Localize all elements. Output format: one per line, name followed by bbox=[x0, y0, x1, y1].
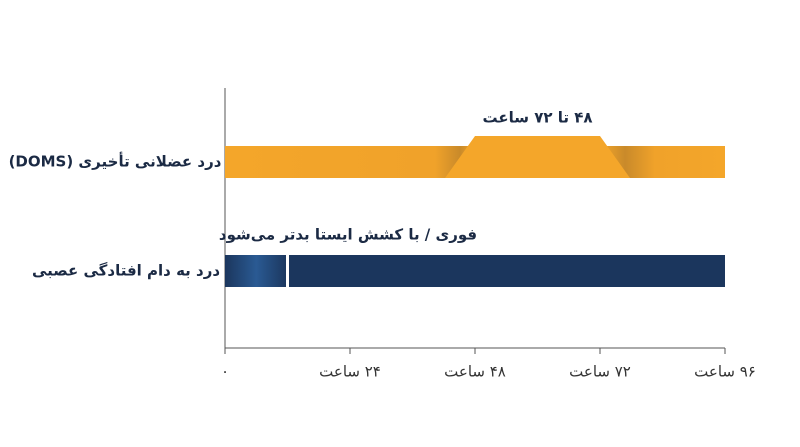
x-tick-label: ۹۶ ساعت bbox=[694, 363, 756, 381]
onset bbox=[225, 255, 288, 287]
peak bbox=[445, 136, 630, 178]
x-tick-label: ۲۴ ساعت bbox=[319, 363, 381, 381]
x-tick-label: ۷۲ ساعت bbox=[569, 363, 631, 381]
annotation: ۴۸ تا ۷۲ ساعت bbox=[482, 109, 592, 127]
row-label: درد عضلانی تأخیری (DOMS) bbox=[9, 152, 222, 171]
bar bbox=[225, 255, 725, 287]
row-label: درد به دام افتادگی عصبی bbox=[32, 262, 220, 280]
x-tick-label: ۴۸ ساعت bbox=[444, 363, 506, 381]
x-tick-label: ۰ bbox=[221, 363, 229, 381]
annotation: فوری / با کشش ایستا بدتر می‌شود bbox=[219, 226, 477, 244]
